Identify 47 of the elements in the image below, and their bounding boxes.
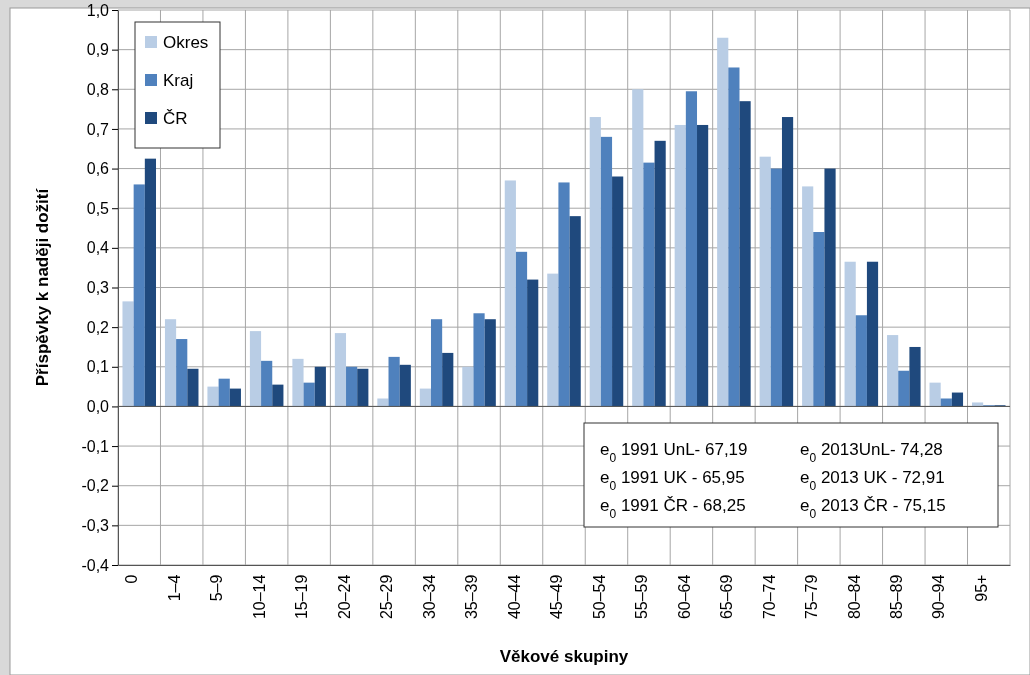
y-tick-label: 0,4: [86, 239, 110, 257]
x-tick-label: 70–74: [760, 574, 778, 620]
x-tick-label: 20–24: [335, 574, 353, 620]
x-tick-label: 10–14: [250, 574, 268, 620]
x-tick-label: 90–94: [930, 574, 948, 620]
y-tick-label: 0,1: [86, 358, 110, 376]
y-tick-label: -0,4: [81, 556, 110, 574]
y-tick-label: 0,2: [86, 318, 110, 336]
x-tick-label: 45–49: [548, 574, 566, 620]
x-tick-label: 15–19: [293, 574, 311, 620]
y-axis-title: Příspěvky k naději dožití: [33, 187, 52, 387]
x-axis-title: Věkové skupiny: [499, 647, 629, 666]
legend-label: Okres: [163, 33, 209, 52]
y-tick-label: 0,3: [86, 279, 110, 297]
x-tick-label: 95+: [972, 574, 990, 602]
annotation: e$_{0}$ 1991 UK - 65,95: [600, 468, 745, 493]
y-tick-label: 0,9: [86, 41, 110, 59]
y-tick-label: 0,7: [86, 120, 110, 138]
y-tick-label: 1,0: [86, 1, 110, 19]
annotation: e$_{0}$ 1991 ČR - 68,25: [600, 496, 746, 521]
x-tick-label: 80–84: [845, 574, 863, 620]
y-tick-label: 0,8: [86, 80, 110, 98]
x-tick-label: 55–59: [633, 574, 651, 620]
x-tick-label: 5–9: [208, 574, 226, 602]
x-tick-label: 60–64: [675, 574, 693, 620]
y-tick-label: 0,6: [86, 160, 110, 178]
x-tick-label: 1–4: [165, 574, 183, 602]
legend-label: Kraj: [163, 71, 194, 90]
x-tick-label: 40–44: [505, 574, 523, 620]
x-tick-label: 75–79: [803, 574, 821, 620]
annotation: e$_{0}$ 2013 UK - 72,91: [800, 468, 945, 493]
annotation: e$_{0}$ 2013 ČR - 75,15: [800, 496, 946, 521]
y-tick-label: 0,5: [86, 199, 110, 217]
x-tick-label: 65–69: [718, 574, 736, 620]
legend-label: ČR: [163, 109, 188, 128]
annotation: e$_{0}$ 1991 UnL- 67,19: [600, 440, 748, 465]
y-tick-label: 0,0: [86, 398, 110, 416]
x-tick-label: 50–54: [590, 574, 608, 620]
y-tick-label: -0,2: [81, 477, 110, 495]
y-tick-label: -0,1: [81, 437, 110, 455]
y-tick-label: -0,3: [81, 516, 110, 534]
annotation: e$_{0}$ 2013UnL- 74,28: [800, 440, 943, 465]
x-tick-label: 85–89: [888, 574, 906, 620]
x-tick-label: 0: [123, 574, 141, 584]
x-tick-label: 30–34: [420, 574, 438, 620]
x-tick-label: 35–39: [463, 574, 481, 620]
x-tick-label: 25–29: [378, 574, 396, 620]
